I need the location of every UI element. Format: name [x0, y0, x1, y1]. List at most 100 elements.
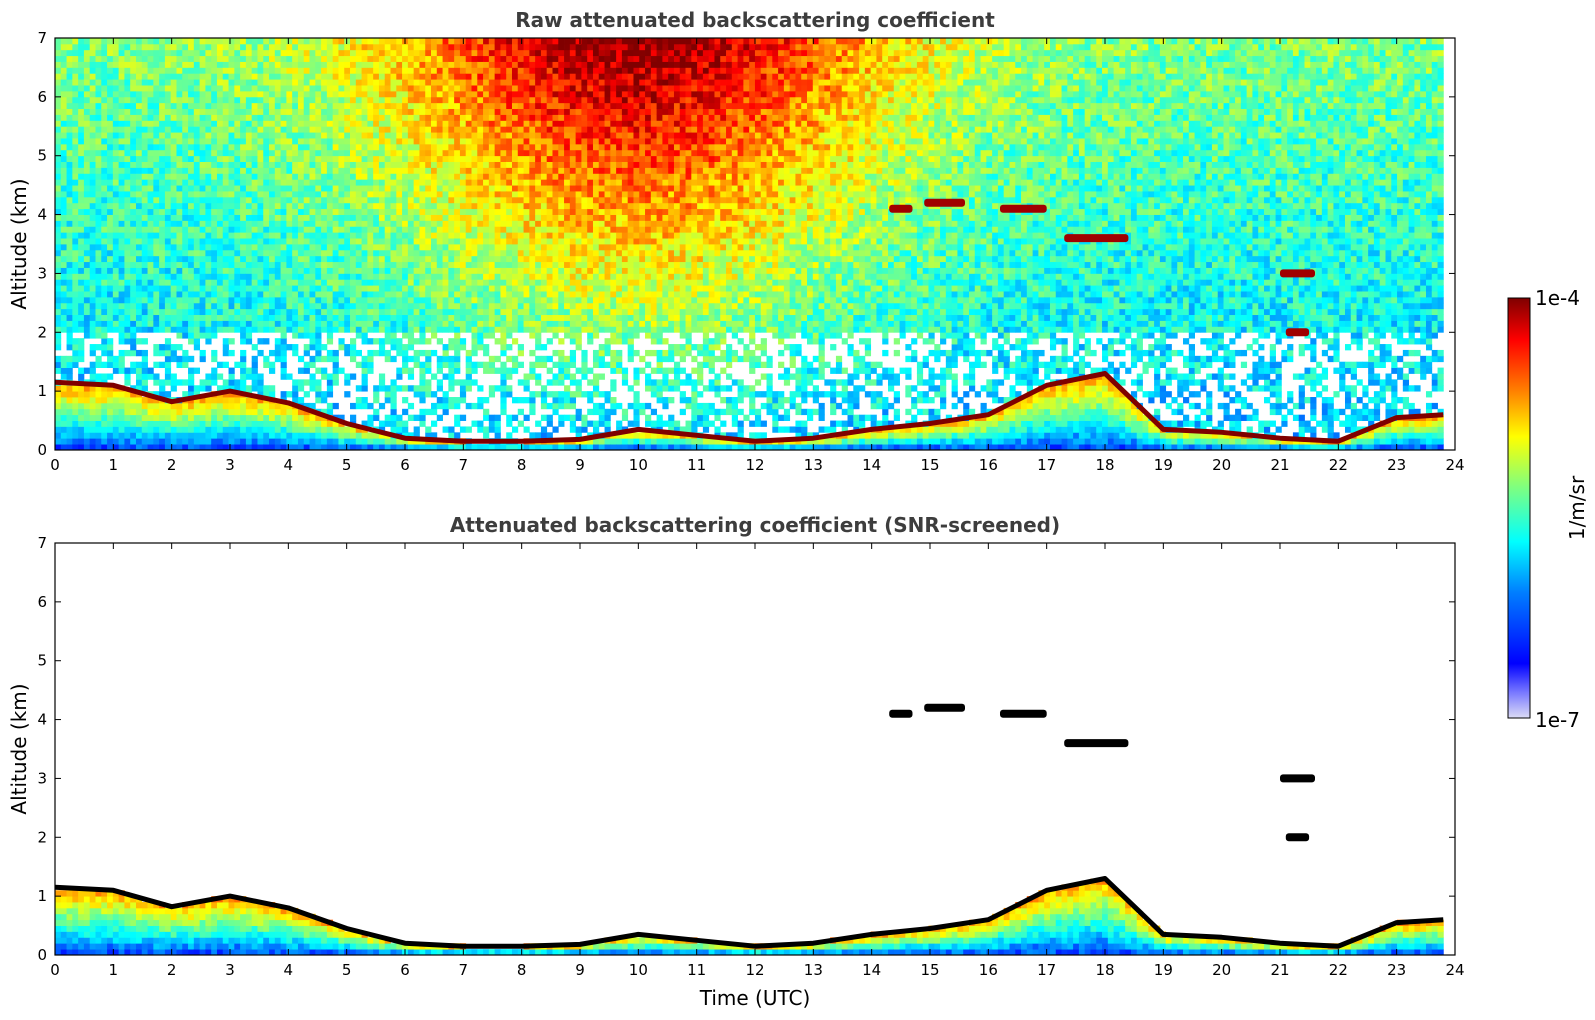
heatmap-cell: [176, 120, 183, 127]
heatmap-cell: [211, 149, 218, 157]
heatmap-cell: [309, 273, 316, 280]
heatmap-cell: [240, 191, 247, 198]
heatmap-cell: [471, 126, 478, 133]
heatmap-cell: [263, 143, 270, 151]
heatmap-cell: [135, 361, 143, 368]
heatmap-cell: [448, 49, 455, 57]
heatmap-cell: [436, 49, 443, 57]
heatmap-cell: [274, 279, 281, 286]
heatmap-cell: [459, 161, 467, 168]
heatmap-cell: [454, 126, 461, 133]
heatmap-cell: [124, 432, 131, 439]
heatmap-cell: [193, 67, 201, 74]
heatmap-cell: [315, 220, 322, 227]
heatmap-cell: [280, 308, 287, 316]
heatmap-cell: [442, 249, 449, 257]
heatmap-cell: [55, 420, 62, 427]
heatmap-cell: [344, 238, 351, 245]
heatmap-cell: [269, 214, 276, 221]
heatmap-cell: [280, 226, 287, 233]
heatmap-cell: [205, 126, 212, 133]
heatmap-cell: [193, 408, 201, 416]
heatmap-cell: [245, 202, 253, 210]
heatmap-cell: [494, 226, 501, 233]
heatmap-cell: [378, 226, 386, 233]
heatmap-cell: [483, 61, 490, 68]
heatmap-cell: [407, 326, 415, 333]
heatmap-cell: [188, 155, 195, 162]
heatmap-cell: [263, 238, 270, 245]
heatmap-cell: [425, 308, 432, 316]
heatmap-cell: [130, 214, 137, 221]
heatmap-cell: [373, 155, 380, 162]
heatmap-cell: [355, 244, 362, 251]
heatmap-cell: [78, 255, 85, 263]
heatmap-cell: [240, 208, 247, 215]
heatmap-cell: [269, 185, 276, 192]
heatmap-cell: [228, 61, 235, 68]
heatmap-cell: [396, 232, 403, 239]
heatmap-cell: [228, 143, 235, 151]
heatmap-cell: [378, 73, 386, 80]
heatmap-cell: [269, 261, 276, 268]
heatmap-cell: [431, 226, 438, 233]
heatmap-cell: [199, 285, 206, 292]
heatmap-cell: [222, 208, 229, 215]
heatmap-cell: [205, 202, 212, 210]
heatmap-cell: [176, 267, 183, 274]
heatmap-cell: [419, 49, 426, 57]
heatmap-cell: [199, 173, 206, 180]
heatmap-cell: [326, 102, 334, 110]
heatmap-cell: [454, 402, 461, 410]
heatmap-cell: [188, 296, 195, 304]
heatmap-cell: [78, 338, 85, 345]
heatmap-cell: [257, 120, 264, 127]
heatmap-cell: [483, 96, 490, 104]
heatmap-cell: [297, 155, 305, 162]
heatmap-cell: [101, 120, 108, 127]
heatmap-cell: [240, 249, 247, 257]
heatmap-cell: [60, 308, 67, 316]
heatmap-cell: [240, 338, 247, 345]
heatmap-cell: [280, 267, 287, 274]
heatmap-cell: [274, 114, 281, 121]
heatmap-cell: [211, 67, 218, 74]
heatmap-cell: [89, 185, 96, 192]
heatmap-cell: [176, 355, 183, 363]
heatmap-cell: [245, 367, 253, 374]
heatmap-cell: [407, 402, 415, 410]
heatmap-cell: [448, 249, 455, 257]
heatmap-cell: [211, 255, 218, 263]
heatmap-cell: [350, 273, 357, 280]
heatmap-cell: [199, 220, 206, 227]
heatmap-cell: [448, 361, 455, 368]
heatmap-cell: [60, 226, 67, 233]
heatmap-cell: [280, 49, 287, 57]
heatmap-cell: [164, 138, 172, 145]
heatmap-cell: [159, 279, 166, 286]
heatmap-cell: [66, 332, 73, 339]
heatmap-cell: [199, 38, 206, 45]
heatmap-cell: [83, 367, 91, 374]
heatmap-cell: [118, 326, 125, 333]
heatmap-cell: [286, 308, 293, 316]
heatmap-cell: [390, 261, 397, 268]
heatmap-cell: [280, 261, 287, 268]
heatmap-cell: [211, 202, 218, 210]
heatmap-cell: [257, 102, 264, 110]
heatmap-cell: [72, 279, 79, 286]
heatmap-cell: [141, 361, 148, 368]
heatmap-cell: [176, 238, 183, 245]
heatmap-cell: [205, 285, 212, 292]
heatmap-cell: [130, 120, 137, 127]
heatmap-cell: [297, 55, 305, 62]
heatmap-cell: [205, 61, 212, 68]
heatmap-cell: [153, 232, 160, 239]
heatmap-cell: [332, 161, 339, 168]
heatmap-cell: [494, 273, 501, 280]
heatmap-cell: [153, 379, 160, 386]
heatmap-cell: [442, 320, 449, 327]
heatmap-cell: [89, 126, 96, 133]
heatmap-cell: [269, 102, 276, 110]
heatmap-cell: [170, 420, 177, 427]
